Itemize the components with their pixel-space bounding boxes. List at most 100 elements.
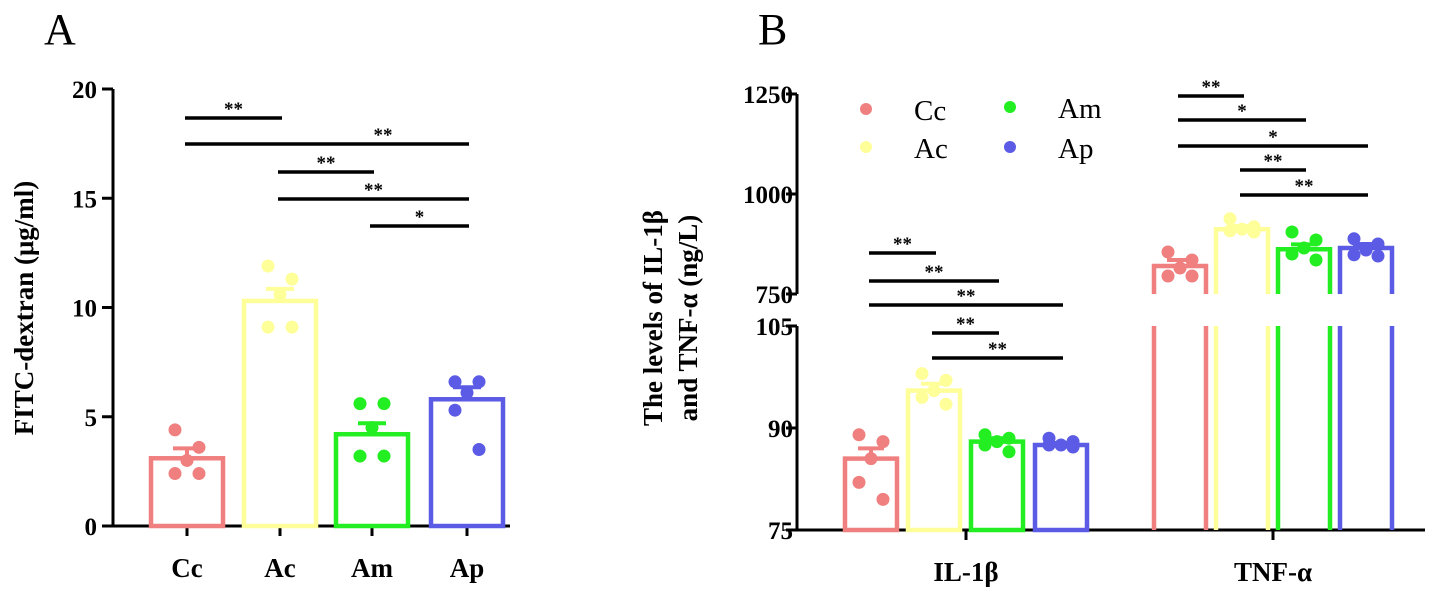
data-point <box>915 367 929 381</box>
data-point <box>168 423 182 437</box>
data-point <box>460 386 474 400</box>
data-point <box>1371 249 1385 263</box>
data-point <box>192 467 206 481</box>
data-point <box>876 492 890 506</box>
bar-upper-part <box>1213 226 1271 294</box>
category-label: Ap <box>450 553 485 583</box>
panel-b: B The levels of IL-1β and TNF-α (ng/L) 7… <box>638 5 1425 587</box>
y-tick-label: 105 <box>756 314 794 341</box>
y-tick-label: 10 <box>72 296 97 323</box>
data-point <box>1054 438 1068 452</box>
bar <box>842 456 900 533</box>
significance-label: * <box>415 207 425 228</box>
data-point <box>1297 241 1311 255</box>
data-point <box>192 440 206 454</box>
data-point <box>180 453 194 467</box>
significance-label: ** <box>1264 151 1283 172</box>
y-tick-label: 20 <box>72 77 97 104</box>
data-point <box>1235 222 1249 236</box>
bar <box>905 388 963 533</box>
category-label: Am <box>351 553 393 583</box>
data-point <box>1309 253 1323 267</box>
data-point <box>285 272 299 286</box>
legend-label: Am <box>1058 93 1102 125</box>
bar <box>148 456 226 529</box>
data-point <box>1347 232 1361 246</box>
y-tick-label: 75 <box>768 518 793 545</box>
bar-lower-part <box>1275 326 1333 530</box>
data-point <box>377 397 391 411</box>
category-label: Ac <box>264 553 295 583</box>
data-point <box>864 452 878 466</box>
data-point <box>1042 438 1056 452</box>
panel-b-label: B <box>758 5 787 54</box>
bar-lower-part <box>1151 326 1209 530</box>
significance-label: ** <box>1202 77 1221 98</box>
legend-label: Ap <box>1058 133 1093 165</box>
data-point <box>168 467 182 481</box>
bar <box>1032 442 1090 533</box>
category-label: Cc <box>171 553 202 583</box>
data-point <box>1247 225 1261 239</box>
data-point <box>448 403 462 417</box>
significance-label: ** <box>957 286 976 307</box>
data-point <box>990 435 1004 449</box>
y-tick-label: 0 <box>85 514 98 541</box>
legend-marker <box>860 103 872 115</box>
category-label: TNF-α <box>1234 557 1312 587</box>
data-point <box>852 475 866 489</box>
panel-a: A FITC-dextran (μg/ml) 0 5 10 15 20 Cc Ac Am Ap *… <box>9 5 510 583</box>
data-point <box>978 438 992 452</box>
y-tick-label: 1000 <box>743 182 793 209</box>
data-point <box>876 435 890 449</box>
category-label: IL-1β <box>933 557 998 587</box>
bar-lower-part <box>1337 326 1395 530</box>
significance-label: ** <box>925 262 944 283</box>
data-point <box>261 259 275 273</box>
legend-marker <box>1004 141 1016 153</box>
panel-a-label: A <box>44 5 76 54</box>
legend-label: Cc <box>914 95 946 127</box>
data-point <box>353 397 367 411</box>
data-point <box>1285 225 1299 239</box>
data-point <box>273 287 287 301</box>
data-point <box>472 375 486 389</box>
legend-marker <box>1004 101 1016 113</box>
y-tick-label: 5 <box>85 405 98 432</box>
data-point <box>852 428 866 442</box>
data-point <box>448 375 462 389</box>
data-point <box>353 449 367 463</box>
data-point <box>1185 269 1199 283</box>
data-point <box>1309 233 1323 247</box>
legend-marker <box>860 141 872 153</box>
data-point <box>472 443 486 457</box>
panel-b-y-axis-title-line1: The levels of IL-1β <box>638 210 668 426</box>
significance-label: ** <box>374 125 393 146</box>
data-point <box>927 384 941 398</box>
data-point <box>1002 431 1016 445</box>
y-tick-label: 1250 <box>743 82 793 109</box>
data-point <box>1161 245 1175 259</box>
bar <box>428 397 506 529</box>
data-point <box>1066 440 1080 454</box>
y-tick-label: 15 <box>72 186 97 213</box>
data-point <box>365 421 379 435</box>
significance-label: ** <box>364 180 383 201</box>
data-point <box>1371 237 1385 251</box>
y-tick-label: 90 <box>768 416 793 443</box>
significance-label: ** <box>224 99 243 120</box>
significance-label: * <box>1268 127 1278 148</box>
bar <box>968 439 1026 533</box>
data-point <box>1185 253 1199 267</box>
data-point <box>1002 445 1016 459</box>
significance-label: ** <box>893 234 912 255</box>
data-point <box>1347 248 1361 262</box>
data-point <box>1161 269 1175 283</box>
legend-label: Ac <box>914 133 948 165</box>
significance-label: ** <box>1295 176 1314 197</box>
data-point <box>1359 243 1373 257</box>
data-point <box>1173 261 1187 275</box>
data-point <box>978 428 992 442</box>
data-point <box>1223 212 1237 226</box>
